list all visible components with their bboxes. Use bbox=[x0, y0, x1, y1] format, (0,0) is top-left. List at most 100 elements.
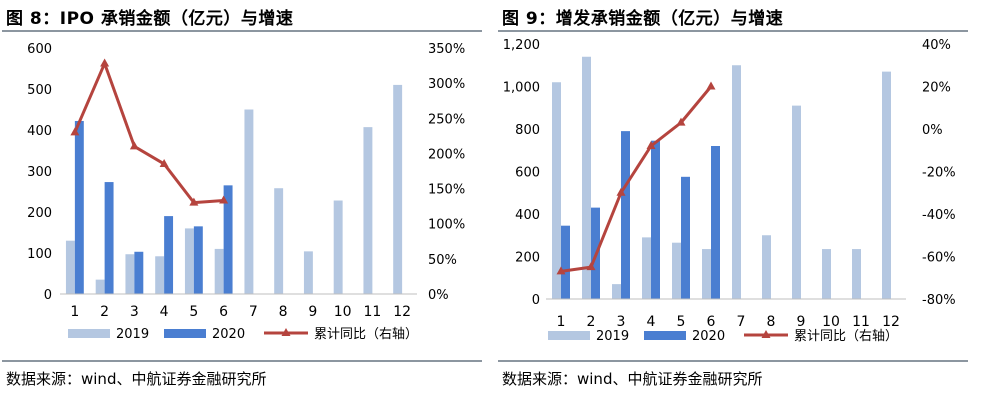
bar-2020 bbox=[104, 182, 114, 294]
category-label: 1 bbox=[557, 314, 566, 330]
bar-2019 bbox=[155, 256, 165, 294]
category-label: 9 bbox=[308, 304, 317, 320]
bar-2019 bbox=[125, 254, 135, 294]
bar-2019 bbox=[244, 109, 254, 294]
category-label: 5 bbox=[677, 314, 686, 330]
legend-label-2020: 2020 bbox=[212, 327, 245, 342]
line-point-marker bbox=[586, 262, 596, 271]
bar-2020 bbox=[651, 140, 660, 299]
category-label: 3 bbox=[130, 304, 139, 320]
placement-chart-panel: 图 9：增发承销金额（亿元）与增速 0 200 400 600 800 1,000 1,20… bbox=[498, 0, 978, 403]
category-label: 4 bbox=[160, 304, 169, 320]
legend-line-marker bbox=[761, 330, 771, 338]
legend-label-cumulative: 累计同比（右轴） bbox=[314, 327, 418, 342]
category-label: 9 bbox=[797, 314, 806, 330]
left-axis-tick-label: 100 bbox=[27, 247, 52, 262]
category-label: 7 bbox=[249, 304, 258, 320]
line-point-marker bbox=[646, 141, 656, 149]
ipo-chart-panel: 图 8：IPO 承销金额（亿元）与增速 0 100 200 300 400 500 600 0… bbox=[2, 0, 482, 403]
right-axis-tick-label: 0% bbox=[428, 288, 449, 303]
right-axis-tick-label: -40% bbox=[922, 208, 956, 223]
left-axis-tick-label: 0 bbox=[532, 293, 540, 308]
bar-2019 bbox=[363, 127, 373, 294]
left-axis-tick-label: 200 bbox=[515, 251, 540, 266]
title-divider bbox=[498, 30, 968, 32]
bar-2019 bbox=[792, 105, 801, 299]
category-label: 7 bbox=[737, 314, 746, 330]
line-point-marker bbox=[616, 187, 626, 196]
category-label: 8 bbox=[279, 304, 288, 320]
bar-2019 bbox=[303, 251, 313, 294]
bar-2020 bbox=[223, 185, 233, 294]
bar-2019 bbox=[184, 228, 194, 294]
category-label: 6 bbox=[219, 304, 228, 320]
cumulative-yoy-line bbox=[560, 85, 713, 273]
line-point-marker bbox=[70, 127, 80, 136]
bar-2019 bbox=[95, 279, 105, 294]
right-axis-tick-label: -20% bbox=[922, 166, 956, 181]
line-point-marker bbox=[706, 81, 716, 90]
bar-2020 bbox=[164, 216, 174, 294]
bar-2019 bbox=[882, 71, 891, 299]
right-axis-tick-label: -80% bbox=[922, 293, 956, 308]
category-label: 10 bbox=[822, 314, 840, 330]
bar-2019 bbox=[552, 82, 561, 299]
bar-2019 bbox=[852, 249, 861, 299]
legend-swatch-2020 bbox=[644, 331, 686, 340]
left-axis-tick-label: 200 bbox=[27, 206, 52, 221]
bar-2020 bbox=[134, 251, 144, 294]
source-divider bbox=[498, 360, 968, 362]
legend-swatch-2020 bbox=[164, 329, 206, 338]
bar-2019 bbox=[822, 249, 831, 299]
right-axis-tick-label: 250% bbox=[428, 112, 465, 127]
category-label: 10 bbox=[334, 304, 352, 320]
chart-title: 图 8：IPO 承销金额（亿元）与增速 bbox=[6, 9, 294, 29]
category-label: 3 bbox=[617, 314, 626, 330]
category-label: 11 bbox=[852, 314, 870, 330]
bar-2019 bbox=[333, 200, 343, 294]
right-axis-tick-label: 300% bbox=[428, 77, 465, 92]
category-label: 1 bbox=[70, 304, 79, 320]
left-axis-tick-label: 1,200 bbox=[503, 38, 540, 53]
category-label: 5 bbox=[189, 304, 198, 320]
bar-2019 bbox=[762, 235, 771, 299]
right-axis-tick-label: 50% bbox=[428, 253, 457, 268]
bar-2019 bbox=[582, 56, 591, 299]
legend-label-cumulative: 累计同比（右轴） bbox=[794, 329, 898, 344]
source-note: 数据来源：wind、中航证券金融研究所 bbox=[502, 370, 763, 388]
legend-label-2019: 2019 bbox=[116, 327, 149, 342]
cumulative-yoy-line bbox=[73, 61, 224, 205]
left-axis-tick-label: 600 bbox=[27, 42, 52, 57]
right-axis-tick-label: 150% bbox=[428, 183, 465, 198]
right-axis-tick-label: 200% bbox=[428, 147, 465, 162]
right-axis-tick-label: 0% bbox=[922, 123, 943, 138]
category-label: 8 bbox=[767, 314, 776, 330]
category-label: 4 bbox=[647, 314, 656, 330]
left-axis-tick-label: 0 bbox=[44, 288, 52, 303]
left-axis-tick-label: 300 bbox=[27, 165, 52, 180]
category-label: 12 bbox=[882, 314, 900, 330]
source-note: 数据来源：wind、中航证券金融研究所 bbox=[6, 370, 267, 388]
bar-2020 bbox=[711, 146, 720, 299]
left-axis-tick-label: 600 bbox=[515, 166, 540, 181]
bar-2019 bbox=[65, 240, 75, 294]
legend-line-marker bbox=[281, 328, 291, 336]
left-axis-tick-label: 800 bbox=[515, 123, 540, 138]
bar-2019 bbox=[612, 284, 621, 299]
category-label: 11 bbox=[363, 304, 381, 320]
bar-2019 bbox=[214, 248, 224, 294]
bar-2020 bbox=[621, 131, 630, 299]
legend-label-2020: 2020 bbox=[692, 329, 725, 344]
right-axis-tick-label: 20% bbox=[922, 81, 951, 96]
line-point-marker bbox=[556, 266, 566, 275]
bar-2019 bbox=[732, 65, 741, 299]
line-point-marker bbox=[100, 58, 110, 67]
source-divider bbox=[2, 360, 482, 362]
right-axis-tick-label: 100% bbox=[428, 218, 465, 233]
right-axis-tick-label: 350% bbox=[428, 42, 465, 57]
bar-2019 bbox=[702, 249, 711, 299]
placement-chart-svg: 0 200 400 600 800 1,000 1,200 -80% -60% -40% -20% 0… bbox=[503, 38, 956, 344]
bar-2019 bbox=[274, 188, 284, 294]
title-divider bbox=[2, 30, 482, 32]
line-point-marker bbox=[219, 195, 229, 204]
